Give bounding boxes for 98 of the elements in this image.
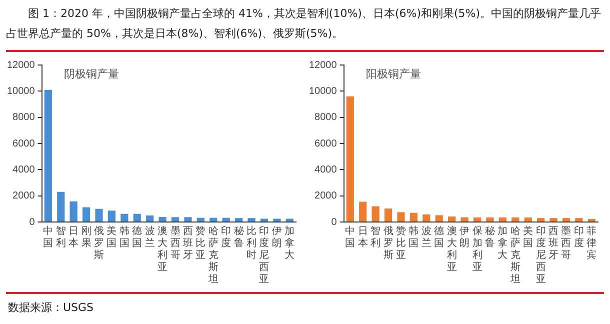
x-tick-label: 日本 — [358, 226, 368, 249]
x-tick-label: 保加利亚 — [472, 226, 482, 273]
y-tick-label: 10000 — [308, 86, 338, 97]
bar — [234, 218, 243, 222]
x-tick-label: 伊朗 — [460, 226, 470, 249]
x-tick-label: 俄罗斯 — [94, 224, 104, 261]
y-tick-label: 10000 — [6, 86, 36, 97]
y-tick-label: 8000 — [12, 112, 36, 124]
bar — [346, 96, 354, 222]
bar — [410, 212, 418, 222]
x-tick-label: 澳大利亚 — [158, 224, 168, 273]
bar — [108, 210, 116, 222]
bar — [422, 214, 430, 222]
y-tick-label: 0 — [331, 216, 338, 228]
chart-title: 阳极铜产量 — [366, 67, 421, 80]
bar — [260, 218, 268, 222]
x-tick-label: 比利时 — [246, 224, 257, 261]
y-tick-label: 2000 — [12, 190, 36, 202]
bar — [222, 218, 230, 222]
bar — [512, 217, 520, 222]
bar — [286, 218, 294, 222]
x-tick-label: 波兰 — [144, 224, 155, 249]
bar — [171, 217, 180, 222]
x-tick-label: 日本 — [68, 226, 79, 249]
bar — [184, 217, 192, 222]
bar — [384, 208, 392, 222]
y-tick-label: 6000 — [12, 138, 36, 150]
x-tick-label: 伊朗 — [272, 226, 282, 249]
bar — [44, 90, 52, 222]
x-tick-label: 印度尼西亚 — [536, 224, 546, 285]
x-tick-label: 俄罗斯 — [383, 224, 394, 261]
x-tick-label: 哈萨克斯坦 — [207, 224, 218, 285]
y-tick-label: 4000 — [314, 164, 338, 176]
bar — [448, 216, 456, 222]
bar — [146, 215, 154, 222]
x-tick-label: 智利 — [56, 224, 66, 249]
x-tick-label: 秘鲁 — [484, 226, 495, 249]
x-tick-label: 墨西哥 — [170, 226, 180, 261]
x-tick-label: 赞比亚 — [196, 224, 206, 261]
bar — [57, 192, 65, 222]
x-tick-label: 加拿大 — [498, 224, 508, 261]
x-tick-label: 赞比亚 — [396, 224, 406, 261]
x-tick-label: 澳大利亚 — [446, 224, 457, 273]
bar — [133, 214, 141, 222]
x-tick-label: 德国 — [132, 226, 142, 249]
x-tick-label: 秘鲁 — [234, 226, 244, 249]
x-tick-label: 中国 — [345, 224, 356, 249]
bar — [248, 218, 256, 222]
bar — [397, 212, 405, 222]
y-tick-label: 4000 — [12, 164, 36, 176]
bar — [120, 214, 128, 222]
bar — [486, 217, 494, 222]
bar — [550, 218, 558, 222]
x-tick-label: 加拿大 — [284, 224, 295, 261]
y-tick-label: 8000 — [314, 112, 338, 124]
x-tick-label: 中国 — [43, 224, 54, 249]
y-tick-label: 6000 — [314, 138, 338, 150]
bar — [158, 217, 166, 222]
x-tick-label: 西班牙 — [548, 226, 559, 261]
x-tick-label: 韩国 — [408, 224, 419, 249]
bar — [473, 217, 482, 222]
x-tick-label: 哈萨克斯坦 — [509, 224, 520, 285]
x-tick-label: 印度 — [221, 224, 232, 249]
x-tick-label: 韩国 — [119, 224, 130, 249]
y-tick-label: 2000 — [314, 190, 338, 202]
x-tick-label: 印度尼西亚 — [259, 224, 270, 285]
source-note: 数据来源：USGS — [8, 300, 94, 315]
bar — [95, 208, 103, 222]
x-tick-label: 智利 — [370, 224, 381, 249]
x-tick-label: 西班牙 — [182, 226, 193, 261]
bar — [562, 218, 570, 222]
x-tick-label: 刚果 — [81, 226, 92, 249]
bar — [372, 206, 380, 222]
bar — [82, 207, 90, 222]
bar — [210, 218, 218, 222]
bar — [460, 217, 468, 222]
bar — [536, 218, 545, 222]
bar — [575, 218, 583, 222]
y-tick-label: 12000 — [308, 60, 338, 71]
chart-title: 阴极铜产量 — [64, 67, 119, 80]
x-tick-label: 波兰 — [421, 224, 432, 249]
bar — [588, 218, 596, 222]
bar — [70, 201, 78, 222]
bar — [498, 217, 506, 222]
bar — [196, 218, 204, 222]
y-tick-label: 0 — [29, 216, 36, 228]
bar — [359, 202, 367, 222]
x-tick-label: 美国 — [523, 224, 534, 249]
bar — [273, 218, 281, 222]
caption: 图 1：2020 年，中国阴极铜产量占全球的 41%，其次是智利(10%)、日本(6%)和刚果(5%)。中国的阴极铜产量几乎占世界总产量的 50%，其次是日本(8%)、智利(6%)、俄罗斯(5%)。 — [6, 6, 602, 42]
x-tick-label: 美国 — [106, 224, 117, 249]
x-tick-label: 印度 — [574, 224, 584, 249]
x-tick-label: 德国 — [434, 226, 444, 249]
bar — [435, 215, 443, 222]
x-tick-label: 菲律宾 — [586, 224, 597, 261]
x-tick-label: 墨西哥 — [561, 226, 572, 261]
bar — [524, 218, 532, 222]
y-tick-label: 12000 — [6, 60, 36, 71]
